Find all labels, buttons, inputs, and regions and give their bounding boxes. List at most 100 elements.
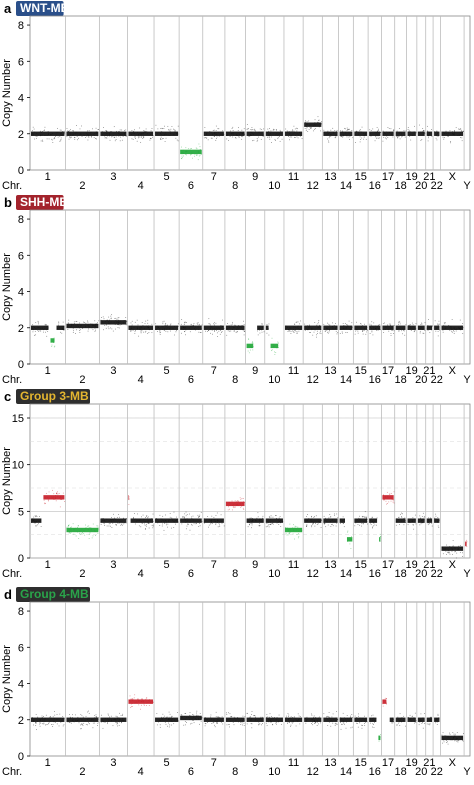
data-point	[273, 128, 274, 130]
segment-chr17	[389, 717, 394, 724]
data-point	[95, 131, 97, 133]
data-point	[149, 137, 151, 139]
data-point	[69, 714, 70, 715]
data-point	[312, 522, 314, 524]
data-point	[181, 523, 183, 525]
data-point	[159, 514, 161, 516]
data-point	[260, 328, 262, 330]
data-point	[369, 519, 371, 521]
data-point	[251, 342, 253, 344]
data-point	[214, 324, 215, 326]
data-point	[422, 522, 424, 524]
data-point	[391, 720, 392, 722]
data-point	[349, 539, 351, 541]
data-point	[356, 321, 358, 323]
segment-band	[56, 325, 65, 330]
data-point	[238, 326, 240, 328]
data-point	[111, 131, 113, 132]
data-point	[60, 721, 62, 723]
data-point	[243, 320, 244, 322]
data-point	[434, 131, 436, 133]
data-point	[365, 519, 367, 521]
segment-band	[395, 325, 406, 330]
data-point	[458, 128, 459, 130]
data-point	[289, 139, 290, 141]
data-point	[396, 724, 398, 726]
data-point	[257, 139, 259, 141]
data-point	[389, 493, 391, 495]
data-point	[235, 134, 237, 136]
data-point	[192, 325, 194, 326]
data-point	[397, 518, 399, 520]
data-point	[421, 721, 423, 722]
data-point	[199, 525, 201, 527]
data-point	[241, 133, 243, 135]
data-point	[162, 138, 164, 139]
data-point	[436, 132, 438, 134]
data-point	[138, 137, 139, 139]
data-point	[379, 739, 381, 741]
data-point	[89, 326, 90, 328]
data-point	[316, 334, 317, 336]
data-point	[317, 333, 318, 334]
data-point	[355, 132, 357, 134]
data-point	[102, 727, 104, 729]
data-point	[401, 721, 403, 723]
data-point	[396, 130, 398, 132]
data-point	[138, 700, 140, 702]
data-point	[168, 722, 169, 724]
data-point	[205, 137, 206, 138]
data-point	[33, 516, 35, 518]
data-point	[259, 723, 261, 725]
data-point	[400, 134, 402, 136]
data-point	[182, 152, 184, 154]
data-point	[280, 132, 282, 134]
data-point	[142, 701, 144, 703]
data-point	[407, 127, 409, 128]
segment-chr5	[155, 320, 179, 336]
data-point	[262, 135, 264, 137]
data-point	[164, 132, 166, 134]
data-point	[130, 331, 132, 332]
data-point	[72, 719, 74, 721]
data-point	[285, 328, 287, 329]
segment-band	[369, 518, 378, 523]
segment-band	[304, 518, 322, 523]
segment-chr20	[417, 124, 426, 141]
data-point	[404, 134, 406, 136]
data-point	[43, 329, 45, 331]
chromosome-prefix: Chr.	[2, 180, 22, 192]
data-point	[124, 133, 125, 135]
data-point	[347, 129, 349, 131]
data-point	[323, 129, 325, 131]
data-point	[342, 719, 344, 721]
data-point	[53, 346, 55, 348]
data-point	[236, 329, 238, 330]
data-point	[53, 342, 54, 344]
data-point	[422, 717, 424, 719]
data-point	[356, 722, 357, 724]
data-point	[111, 328, 113, 330]
data-point	[170, 716, 172, 718]
data-point	[238, 717, 240, 719]
data-point	[198, 526, 200, 527]
chromosome-label: 22	[431, 374, 443, 386]
data-point	[124, 134, 126, 136]
data-point	[184, 721, 186, 722]
data-point	[296, 534, 298, 535]
data-point	[161, 718, 163, 720]
data-point	[385, 326, 387, 328]
data-point	[137, 328, 138, 329]
data-point	[176, 520, 178, 522]
data-point	[130, 322, 132, 324]
data-point	[285, 527, 286, 528]
data-point	[396, 137, 398, 139]
data-point	[362, 331, 363, 332]
data-point	[268, 716, 270, 718]
segment-band	[417, 717, 425, 722]
data-point	[360, 518, 362, 520]
data-point	[140, 136, 142, 138]
data-point	[392, 719, 393, 721]
data-point	[216, 328, 218, 330]
data-point	[258, 136, 260, 138]
